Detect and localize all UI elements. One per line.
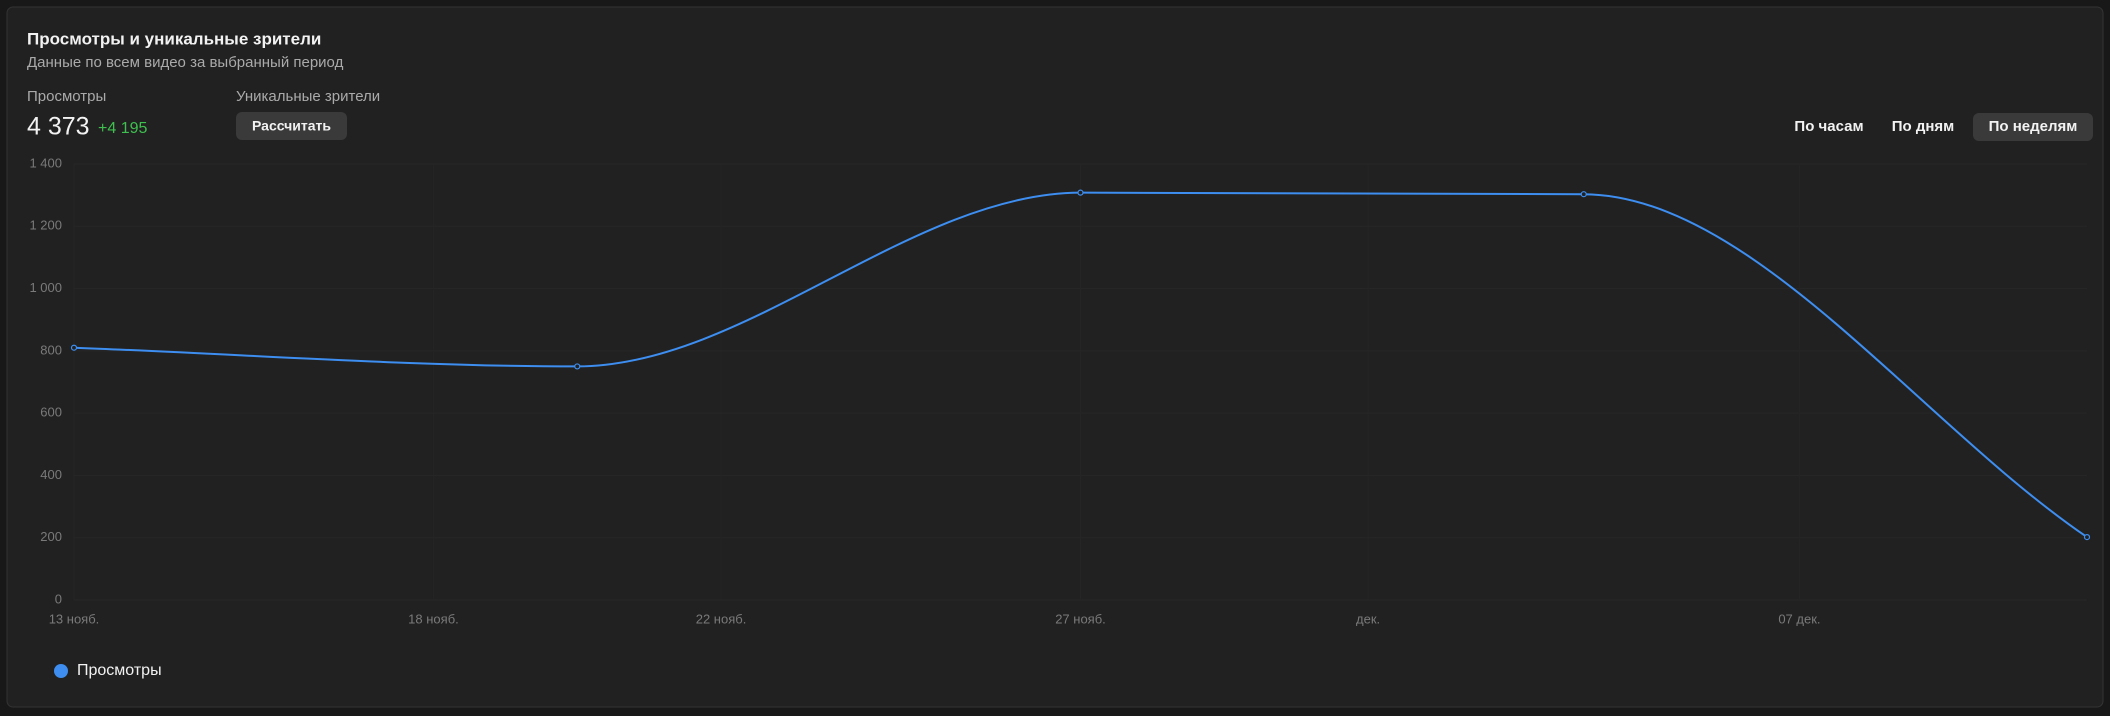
y-tick-label: 200 (40, 529, 62, 544)
y-tick-label: 1 200 (29, 218, 62, 233)
y-tick-label: 1 400 (29, 155, 62, 170)
unique-label: Уникальные зрители (236, 88, 380, 105)
panel (6, 6, 2104, 708)
calc-button[interactable]: Рассчитать (236, 112, 347, 140)
button-bg (236, 112, 347, 140)
tab-label: По часам (1794, 118, 1863, 135)
views-total: 4 373 (27, 113, 90, 141)
tab-bg (1973, 113, 2093, 141)
legend-marker (54, 664, 68, 678)
x-tick-label: 27 нояб. (1055, 611, 1106, 626)
point (2083, 533, 2091, 541)
point (70, 344, 78, 351)
tab[interactable]: По дням (1892, 118, 1955, 135)
tab-active[interactable]: По неделям (1973, 113, 2093, 141)
plot: 0 200 400 600 800 1 000 1 200 1 400 13 нояб. 18 н… (29, 155, 2091, 679)
views-delta: +4 195 (98, 120, 147, 137)
tab-label: По неделям (1989, 118, 2078, 135)
views-label: Просмотры (27, 88, 106, 105)
y-tick-label: 800 (40, 342, 62, 357)
y-tick-label: 1 000 (29, 280, 62, 295)
tab-label: По дням (1892, 118, 1955, 135)
y-tick-label: 600 (40, 405, 62, 420)
point (1077, 189, 1084, 196)
point (574, 363, 581, 370)
y-tick-label: 400 (40, 467, 62, 482)
button-label: Рассчитать (252, 118, 331, 134)
subtitle: Данные по всем видео за выбранный период (27, 54, 344, 71)
title: Просмотры и уникальные зрители (27, 29, 321, 48)
tab[interactable]: По часам (1794, 118, 1863, 135)
x-tick-label: дек. (1356, 611, 1380, 626)
point (1580, 191, 1587, 198)
x-tick-label: 13 нояб. (49, 611, 100, 626)
x-tick-label: 18 нояб. (408, 611, 459, 626)
y-tick-label: 0 (55, 591, 62, 606)
legend-label: Просмотры (77, 662, 162, 679)
x-tick-label: 07 дек. (1778, 611, 1820, 626)
x-tick-label: 22 нояб. (696, 611, 747, 626)
